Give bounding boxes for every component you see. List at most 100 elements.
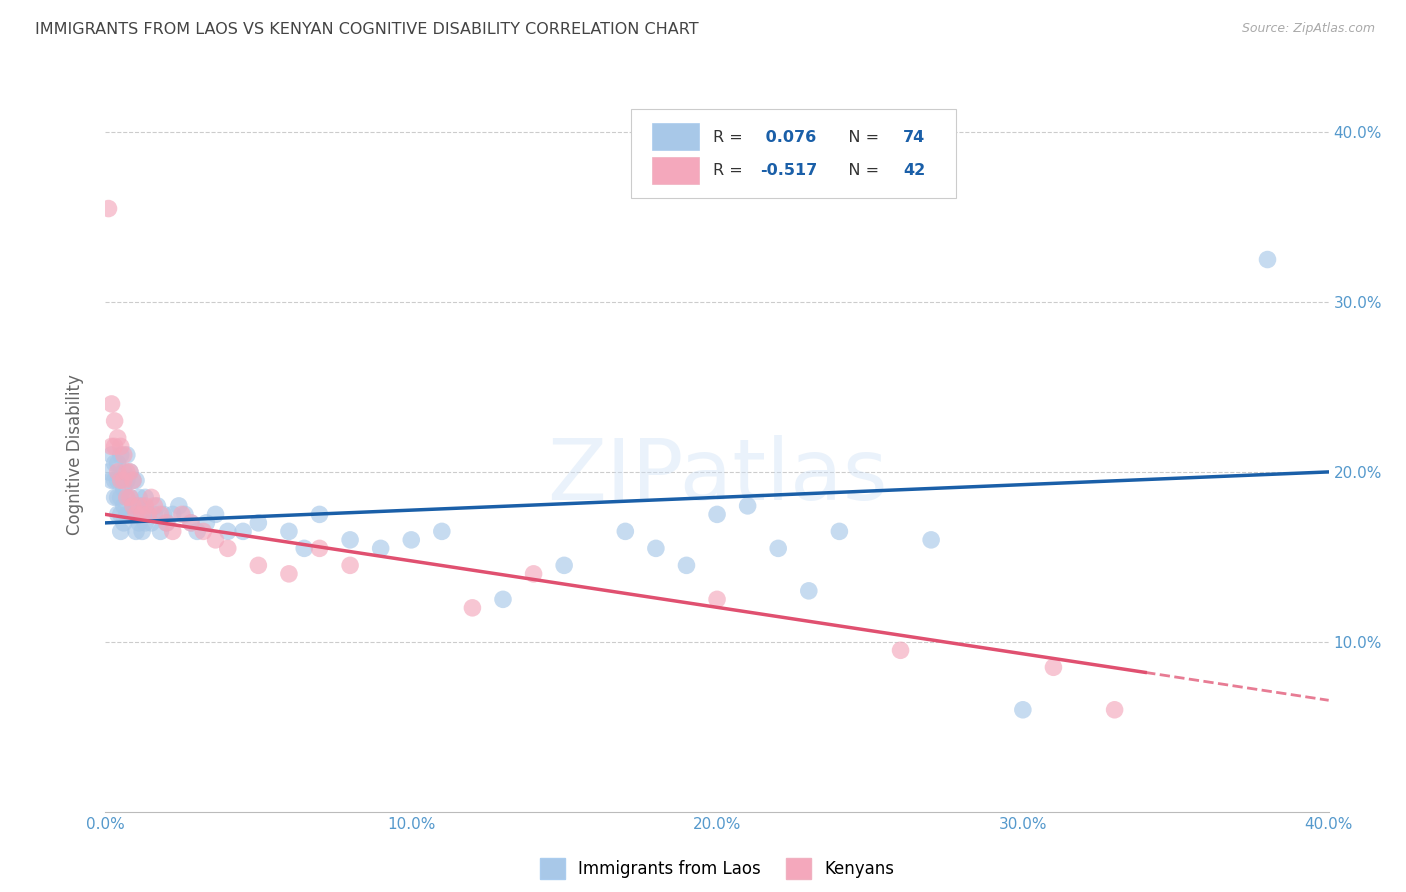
Point (104, 439, 127, 453)
Point (112, 482, 135, 496)
Y-axis label: Cognitive Disability: Cognitive Disability (66, 375, 84, 535)
Point (737, 499, 759, 513)
Point (122, 499, 145, 513)
Point (100, 474, 122, 488)
Point (523, 566, 546, 581)
Text: R =: R = (713, 163, 748, 178)
Text: 74: 74 (903, 130, 925, 145)
Point (134, 499, 156, 513)
Point (614, 524, 637, 539)
Point (141, 516, 163, 530)
Point (162, 508, 184, 522)
Point (706, 508, 728, 522)
Point (110, 448, 132, 462)
Point (217, 524, 239, 539)
Point (170, 508, 193, 522)
Point (1256, 252, 1278, 267)
Point (122, 499, 145, 513)
Point (141, 491, 163, 505)
Point (131, 524, 153, 539)
Point (278, 566, 301, 581)
Point (553, 558, 575, 573)
Point (107, 431, 129, 445)
Point (232, 524, 254, 539)
Point (115, 491, 138, 505)
Point (370, 541, 392, 556)
Point (149, 524, 172, 539)
Point (110, 474, 132, 488)
Point (136, 508, 159, 522)
Point (128, 516, 150, 530)
Text: -0.517: -0.517 (759, 163, 817, 178)
Point (118, 465, 141, 479)
Point (112, 499, 135, 513)
Point (112, 474, 135, 488)
Point (180, 516, 202, 530)
FancyBboxPatch shape (652, 123, 699, 150)
Point (193, 524, 215, 539)
Point (100, 439, 122, 453)
Point (644, 541, 666, 556)
Text: IMMIGRANTS FROM LAOS VS KENYAN COGNITIVE DISABILITY CORRELATION CHART: IMMIGRANTS FROM LAOS VS KENYAN COGNITIVE… (35, 22, 699, 37)
Text: ZIPatlas: ZIPatlas (547, 434, 887, 518)
Point (128, 499, 150, 513)
Point (100, 448, 122, 462)
Text: Source: ZipAtlas.com: Source: ZipAtlas.com (1241, 22, 1375, 36)
Point (122, 474, 145, 488)
FancyBboxPatch shape (652, 157, 699, 185)
Point (104, 474, 127, 488)
Point (100, 397, 122, 411)
Point (292, 541, 315, 556)
Point (828, 524, 851, 539)
Point (195, 516, 218, 530)
Point (401, 533, 423, 547)
Point (107, 491, 129, 505)
Point (115, 508, 138, 522)
Point (162, 524, 184, 539)
Point (143, 508, 166, 522)
Point (115, 491, 138, 505)
Point (186, 524, 208, 539)
Point (247, 558, 270, 573)
Point (143, 499, 166, 513)
Point (155, 516, 177, 530)
Text: 42: 42 (903, 163, 925, 178)
Point (1104, 703, 1126, 717)
Point (136, 508, 159, 522)
Point (706, 592, 728, 607)
Point (1042, 660, 1064, 674)
Point (125, 508, 148, 522)
Point (134, 516, 156, 530)
Point (110, 491, 132, 505)
Point (131, 508, 153, 522)
Point (107, 508, 129, 522)
Point (131, 499, 153, 513)
Point (104, 491, 127, 505)
Point (339, 533, 361, 547)
Point (115, 474, 138, 488)
Point (204, 508, 226, 522)
Point (308, 508, 330, 522)
Point (278, 524, 301, 539)
Point (339, 558, 361, 573)
Text: N =: N = (834, 163, 884, 178)
Point (125, 499, 148, 513)
Point (118, 508, 141, 522)
Point (97, 202, 120, 216)
Point (128, 491, 150, 505)
Point (118, 491, 141, 505)
Point (430, 524, 453, 539)
Point (97, 465, 120, 479)
Point (889, 643, 911, 657)
Point (247, 516, 270, 530)
Point (115, 465, 138, 479)
Point (118, 491, 141, 505)
Point (110, 508, 132, 522)
Point (146, 499, 169, 513)
Point (1011, 703, 1033, 717)
Point (217, 541, 239, 556)
Point (112, 465, 135, 479)
Point (768, 541, 790, 556)
Text: 0.076: 0.076 (759, 130, 815, 145)
Point (107, 465, 129, 479)
